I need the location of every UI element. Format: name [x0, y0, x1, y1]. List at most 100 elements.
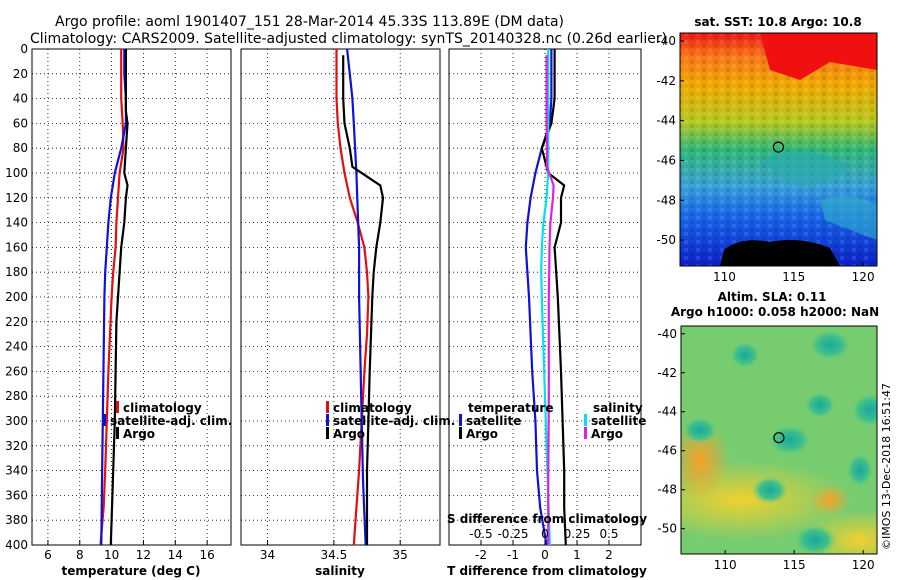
x-tick-label: 0	[541, 548, 549, 562]
depth-tick-label: 240	[5, 340, 28, 354]
depth-tick-label: 400	[5, 538, 28, 552]
map-x-tick-label: 120	[852, 270, 875, 284]
series-s-satellite	[540, 49, 551, 546]
panel-difference: -2 -1 0 1 2 -0.5 -0.25 0 0.25 0.5 S difference f…	[447, 48, 647, 578]
sla-eddy	[729, 341, 761, 369]
depth-tick-label: 120	[5, 191, 28, 205]
salinity-xlabel: salinity	[315, 564, 365, 578]
x-tick-label: 16	[199, 548, 214, 562]
sst-map-title: sat. SST: 10.8 Argo: 10.8	[694, 15, 861, 29]
sla-eddy	[808, 329, 852, 361]
legend-label-t-argo: Argo	[466, 427, 498, 441]
sst-map: sat. SST: 10.8 Argo: 10.8 -40-42-44-46-4…	[656, 15, 878, 284]
salinity-grid	[241, 49, 440, 545]
legend-label-satellite: satellite-adj. clim.	[110, 414, 232, 428]
x-tick-label: -2	[475, 548, 487, 562]
sla-map-title-1: Altim. SLA: 0.11	[718, 290, 827, 304]
legend-swatch-climatology	[116, 401, 119, 413]
series-t-argo	[540, 49, 567, 546]
map-y-tick-label: -44	[657, 405, 677, 419]
map-y-tick-label: -40	[657, 327, 677, 341]
temperature-axes-frame	[31, 48, 232, 546]
difference-xticks: -2 -1 0 1 2	[475, 540, 613, 562]
sla-map-title-2: Argo h1000: 0.058 h2000: NaN	[671, 305, 879, 319]
title-line-1: Argo profile: aoml 1901407_151 28-Mar-20…	[55, 14, 564, 30]
x-tick-label: 35	[393, 548, 408, 562]
top-tick-label: -0.25	[497, 527, 528, 541]
legend-label-t-satellite: satellite	[466, 414, 521, 428]
difference-top-label: S difference from climatology	[447, 512, 647, 526]
legend-swatch-argo	[116, 427, 119, 439]
difference-top-ticks: -0.5 -0.25 0 0.25 0.5	[469, 527, 618, 541]
legend-label-argo: Argo	[333, 427, 365, 441]
depth-tick-label: 220	[5, 315, 28, 329]
legend-swatch-t-argo	[459, 427, 462, 439]
salinity-series	[335, 48, 385, 546]
sla-map-frame	[680, 325, 878, 555]
legend-swatch-s-argo	[584, 427, 587, 439]
map-y-tick-label: -50	[656, 233, 676, 247]
panel-temperature: 6 8 10 12 14 16 temperature (deg C)	[31, 48, 232, 578]
sla-eddy	[804, 391, 836, 419]
legend-swatch-argo	[326, 427, 329, 439]
legend-swatch-s-satellite	[584, 414, 587, 426]
depth-tick-label: 260	[5, 364, 28, 378]
map-y-tick-label: -40	[656, 34, 676, 48]
map-x-tick-label: 110	[714, 558, 737, 572]
salinity-xticks: 34 34.5 35	[260, 540, 408, 562]
depth-tick-label: 380	[5, 513, 28, 527]
difference-series	[524, 49, 567, 546]
salinity-legend: climatology satellite-adj. clim. Argo	[326, 401, 455, 441]
map-x-tick-label: 115	[782, 270, 805, 284]
legend-swatch-t-satellite	[459, 414, 462, 426]
sla-map-ticks: -40 -42 -44 -46 -48 -50 110 115 120	[657, 327, 874, 572]
sla-eddy	[793, 524, 837, 554]
sla-argo-marker	[773, 432, 785, 444]
depth-tick-label: 200	[5, 290, 28, 304]
x-tick-label: -1	[507, 548, 519, 562]
sst-land-black	[720, 240, 840, 266]
depth-tick-label: 40	[13, 92, 28, 106]
imos-stamp: ©IMOS 13-Dec-2018 16:51:47	[880, 383, 893, 550]
depth-tick-label: 320	[5, 439, 28, 453]
sst-argo-marker	[772, 141, 785, 153]
sla-eddy	[850, 392, 877, 428]
depth-tick-label: 180	[5, 265, 28, 279]
x-tick-label: 12	[136, 548, 151, 562]
map-y-tick-label: -48	[657, 483, 677, 497]
x-tick-label: 10	[104, 548, 119, 562]
series-argo	[342, 55, 385, 545]
legend-title-temperature: temperature	[468, 401, 553, 415]
map-y-tick-label: -44	[656, 114, 676, 128]
legend-title-salinity: salinity	[593, 401, 643, 415]
difference-legend: temperature satellite Argo salinity sate…	[459, 401, 646, 441]
depth-tick-label: 80	[13, 141, 28, 155]
sst-cool-tongue	[760, 151, 850, 186]
sst-map-ticks: -40 -42 -44 -46 -48 -50 110 115 120	[656, 34, 874, 284]
sla-orange-spot-2	[810, 484, 850, 516]
map-y-tick-label: -42	[656, 74, 676, 88]
x-tick-label: 14	[168, 548, 183, 562]
depth-tick-label: 140	[5, 216, 28, 230]
sst-map-frame	[679, 32, 878, 267]
temperature-legend: climatology satellite-adj. clim. Argo	[103, 401, 232, 441]
legend-swatch-satellite	[326, 414, 329, 426]
difference-xlabel: T difference from climatology	[447, 564, 647, 578]
legend-swatch-climatology	[326, 401, 329, 413]
map-y-tick-label: -46	[657, 444, 677, 458]
series-s-argo	[545, 55, 555, 545]
temperature-grid	[32, 49, 231, 545]
legend-label-climatology: climatology	[333, 401, 412, 415]
depth-tick-label: 300	[5, 414, 28, 428]
legend-label-satellite: satellite-adj. clim.	[333, 414, 455, 428]
map-y-tick-label: -48	[656, 193, 676, 207]
map-y-tick-label: -50	[657, 522, 677, 536]
sla-eddy	[682, 416, 718, 444]
x-tick-label: 1	[573, 548, 581, 562]
depth-tick-label: 340	[5, 464, 28, 478]
x-tick-label: 34.5	[321, 548, 348, 562]
depth-tick-label: 60	[13, 116, 28, 130]
x-tick-label: 6	[44, 548, 52, 562]
difference-grid	[449, 49, 641, 545]
